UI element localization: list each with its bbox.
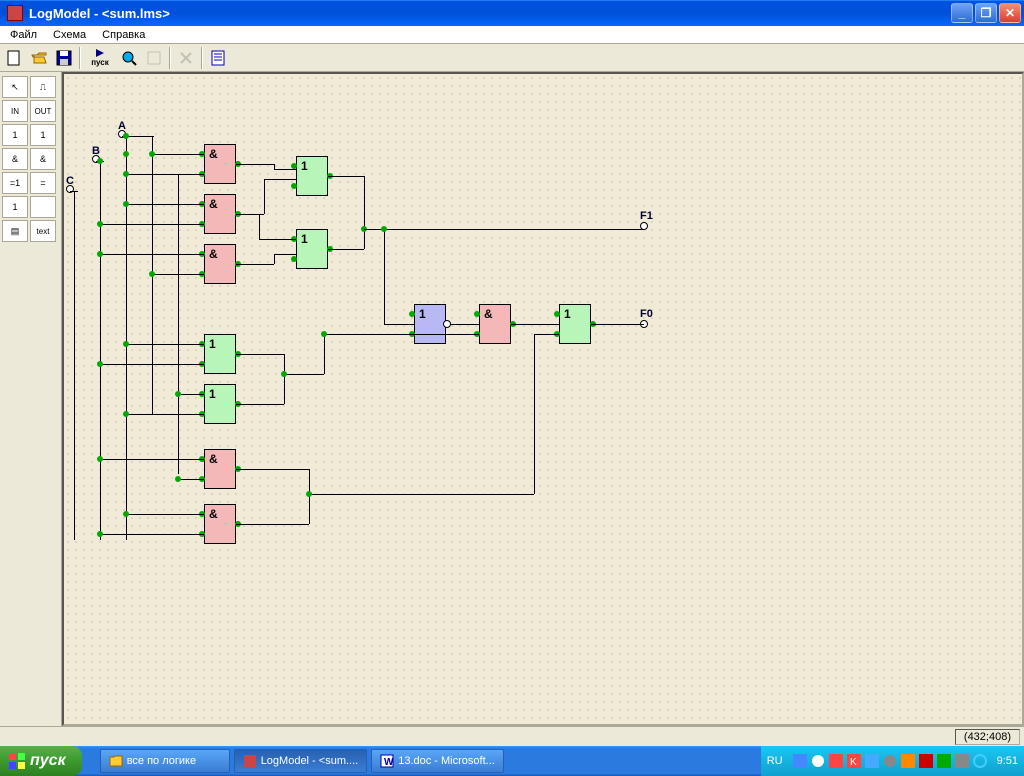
gate-and1[interactable]: & <box>204 144 236 184</box>
tool-blank[interactable] <box>30 196 56 218</box>
tray-icon[interactable] <box>919 754 933 768</box>
open-button[interactable] <box>27 46 51 70</box>
svg-text:W: W <box>384 757 394 768</box>
tool-xor[interactable]: =1 <box>2 172 28 194</box>
titlebar: LogModel - <sum.lms> _ ❐ ✕ <box>0 0 1024 26</box>
statusbar: (432;408) <box>0 726 1024 746</box>
toolbar: пуск <box>0 44 1024 72</box>
gate-and2[interactable]: & <box>204 194 236 234</box>
taskbar-item-logmodel[interactable]: LogModel - <sum.... <box>234 749 368 773</box>
tool-out[interactable]: OUT <box>30 100 56 122</box>
tool-display[interactable]: ▤ <box>2 220 28 242</box>
gate-or5[interactable]: 1 <box>559 304 591 344</box>
language-indicator[interactable]: RU <box>767 755 783 767</box>
tool-and-b[interactable]: & <box>30 148 56 170</box>
gate-or4[interactable]: 1 <box>204 384 236 424</box>
svg-text:K: K <box>850 757 857 768</box>
canvas-area[interactable]: ABCF1F0&&&1111&&1&1 <box>62 72 1024 726</box>
save-button[interactable] <box>52 46 76 70</box>
tool-1a[interactable]: 1 <box>2 124 28 146</box>
tray-icon[interactable] <box>865 754 879 768</box>
gate-or3[interactable]: 1 <box>204 334 236 374</box>
maximize-button[interactable]: ❐ <box>975 3 997 23</box>
tool-eq[interactable]: = <box>30 172 56 194</box>
gate-and5[interactable]: & <box>204 504 236 544</box>
taskbar-item-word[interactable]: W13.doc - Microsoft... <box>371 749 504 773</box>
tool-button-a[interactable] <box>142 46 166 70</box>
minimize-button[interactable]: _ <box>951 3 973 23</box>
list-button[interactable] <box>206 46 230 70</box>
tray-icon[interactable] <box>955 754 969 768</box>
tool-wire[interactable]: ⎍ <box>30 76 56 98</box>
tray-icon[interactable] <box>937 754 951 768</box>
tray-icon[interactable] <box>901 754 915 768</box>
start-menu-button[interactable]: пуск <box>0 746 82 776</box>
gate-or2[interactable]: 1 <box>296 229 328 269</box>
menu-schema[interactable]: Схема <box>45 27 94 43</box>
gate-and3[interactable]: & <box>204 244 236 284</box>
taskbar-item-folder[interactable]: все по логике <box>100 749 230 773</box>
tool-in[interactable]: IN <box>2 100 28 122</box>
tray-icon[interactable] <box>829 754 843 768</box>
gate-and6[interactable]: & <box>479 304 511 344</box>
tool-text[interactable]: text <box>30 220 56 242</box>
tray-icon[interactable] <box>973 754 987 768</box>
cursor-position: (432;408) <box>955 729 1020 745</box>
cut-button[interactable] <box>174 46 198 70</box>
menubar: Файл Схема Справка <box>0 26 1024 44</box>
tool-1c[interactable]: 1 <box>2 196 28 218</box>
start-button[interactable]: пуск <box>84 46 116 70</box>
close-button[interactable]: ✕ <box>999 3 1021 23</box>
gate-or1[interactable]: 1 <box>296 156 328 196</box>
taskbar: пуск все по логике LogModel - <sum.... W… <box>0 746 1024 776</box>
system-tray: RU K 9:51 <box>761 746 1024 776</box>
tray-icon[interactable]: K <box>847 754 861 768</box>
menu-help[interactable]: Справка <box>94 27 153 43</box>
menu-file[interactable]: Файл <box>2 27 45 43</box>
tray-icon[interactable] <box>793 754 807 768</box>
window-title: LogModel - <sum.lms> <box>27 6 951 21</box>
tool-1b[interactable]: 1 <box>30 124 56 146</box>
clock[interactable]: 9:51 <box>997 755 1018 767</box>
tool-pointer[interactable]: ↖ <box>2 76 28 98</box>
tray-icon[interactable] <box>883 754 897 768</box>
tray-icon[interactable] <box>811 754 825 768</box>
gate-not1[interactable]: 1 <box>414 304 446 344</box>
new-button[interactable] <box>2 46 26 70</box>
zoom-button[interactable] <box>117 46 141 70</box>
tool-palette: ↖⎍ INOUT 11 && =1= 1 ▤text <box>0 72 62 726</box>
gate-and4[interactable]: & <box>204 449 236 489</box>
tool-and-a[interactable]: & <box>2 148 28 170</box>
app-icon <box>7 5 23 21</box>
